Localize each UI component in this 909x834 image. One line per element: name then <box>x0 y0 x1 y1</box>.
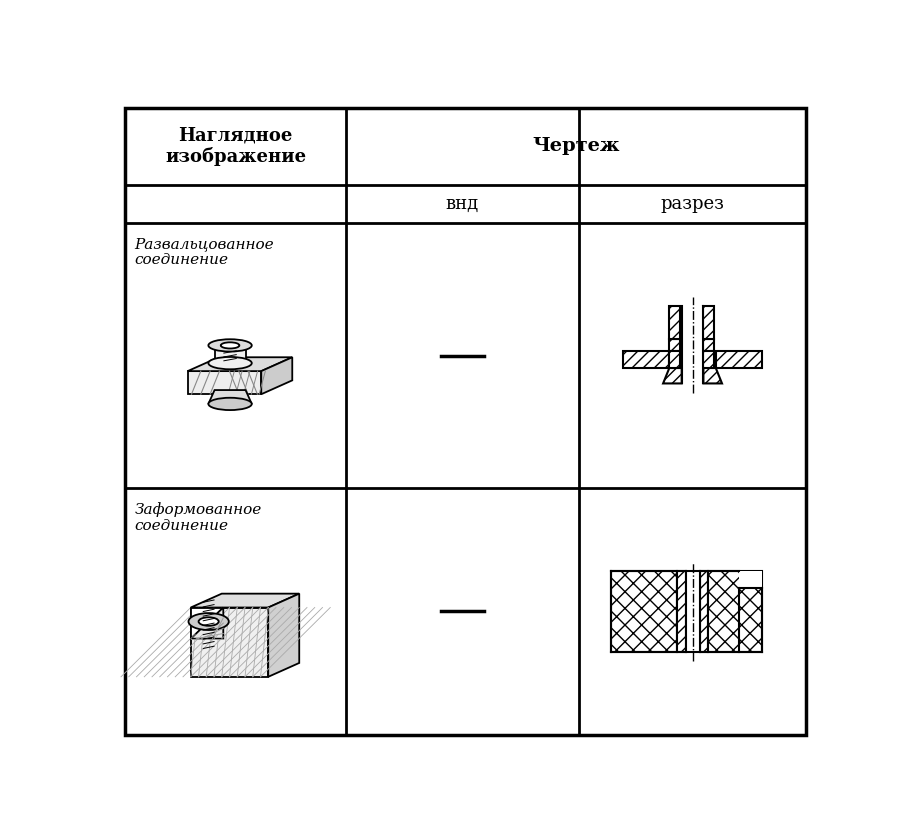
Bar <box>739 571 763 588</box>
Bar <box>669 351 680 368</box>
Polygon shape <box>268 594 299 677</box>
Bar <box>611 571 677 652</box>
Polygon shape <box>191 594 299 607</box>
Ellipse shape <box>208 357 252 369</box>
Bar <box>704 339 714 351</box>
Polygon shape <box>187 371 261 394</box>
Bar <box>677 571 685 652</box>
Polygon shape <box>191 607 224 639</box>
Bar <box>215 342 245 363</box>
Text: Заформованное
соединение: Заформованное соединение <box>135 502 262 533</box>
Bar <box>715 351 763 368</box>
Bar <box>704 306 714 339</box>
Polygon shape <box>191 607 224 639</box>
Ellipse shape <box>208 398 252 410</box>
Bar <box>669 339 680 351</box>
Bar <box>685 571 700 652</box>
Text: разрез: разрез <box>661 195 724 213</box>
Polygon shape <box>663 368 682 384</box>
Polygon shape <box>187 357 293 371</box>
Bar <box>704 351 714 368</box>
Bar <box>623 351 669 368</box>
Text: Чертеж: Чертеж <box>533 138 620 155</box>
Polygon shape <box>208 390 252 404</box>
Text: Наглядное
изображение: Наглядное изображение <box>165 126 306 166</box>
Polygon shape <box>261 357 293 394</box>
Text: внд: внд <box>445 195 479 213</box>
Polygon shape <box>191 607 268 677</box>
Bar <box>708 571 763 652</box>
Ellipse shape <box>198 617 219 626</box>
Polygon shape <box>704 368 722 384</box>
Bar <box>669 306 680 339</box>
Ellipse shape <box>221 342 239 349</box>
Ellipse shape <box>208 339 252 352</box>
Ellipse shape <box>188 613 229 630</box>
Bar <box>700 571 708 652</box>
Text: Развальцованное
соединение: Развальцованное соединение <box>135 237 275 268</box>
Bar <box>682 306 704 384</box>
